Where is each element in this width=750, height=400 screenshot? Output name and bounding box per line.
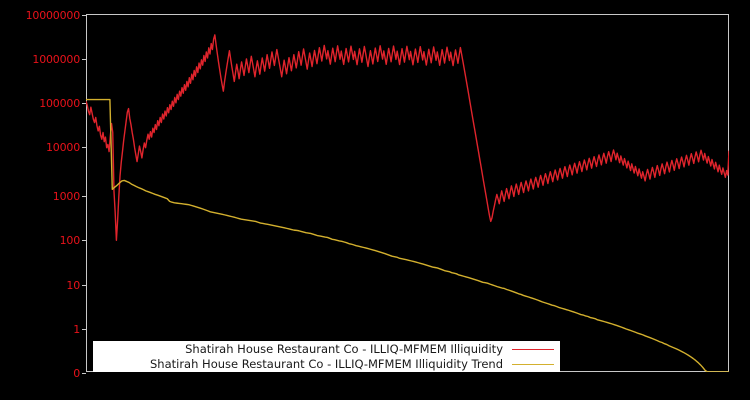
y-axis-tick-mark — [82, 196, 86, 197]
y-axis-tick-mark — [82, 373, 86, 374]
legend-swatch-illiquidity — [512, 348, 554, 350]
y-axis-tick-mark — [82, 240, 86, 241]
legend-label-illiquidity: Shatirah House Restaurant Co - ILLIQ-MFM… — [185, 342, 503, 356]
legend-swatch-illiquidity-trend — [512, 363, 554, 365]
y-axis-tick-label-0: 0 — [73, 367, 80, 380]
series-line-illiquidity-trend — [86, 100, 729, 372]
y-axis-tick-mark — [82, 103, 86, 104]
legend-label-illiquidity-trend: Shatirah House Restaurant Co - ILLIQ-MFM… — [149, 357, 503, 371]
series-layer — [86, 14, 729, 372]
y-axis-tick-label-10000: 10000 — [46, 141, 80, 154]
y-axis-tick-label-10: 10 — [66, 279, 80, 292]
y-axis-tick-label-10000000: 10000000 — [25, 9, 81, 22]
y-axis-tick-mark — [82, 329, 86, 330]
y-axis-tick-mark — [82, 15, 86, 16]
y-axis-tick-label-1: 1 — [73, 323, 80, 336]
legend-entry-illiquidity[interactable]: Shatirah House Restaurant Co - ILLIQ-MFM… — [93, 342, 560, 357]
y-axis-tick-mark — [82, 285, 86, 286]
y-axis-tick-label-100: 100 — [59, 234, 81, 247]
series-line-illiquidity — [86, 35, 729, 240]
y-axis-tick-label-1000: 1000 — [52, 190, 80, 203]
y-axis-tick-label-100000: 100000 — [39, 97, 80, 110]
chart-legend[interactable]: Shatirah House Restaurant Co - ILLIQ-MFM… — [93, 341, 560, 372]
legend-entry-illiquidity-trend[interactable]: Shatirah House Restaurant Co - ILLIQ-MFM… — [93, 357, 560, 372]
y-axis-tick-mark — [82, 147, 86, 148]
y-axis-tick-label-1000000: 1000000 — [32, 53, 80, 66]
y-axis-tick-mark — [82, 59, 86, 60]
